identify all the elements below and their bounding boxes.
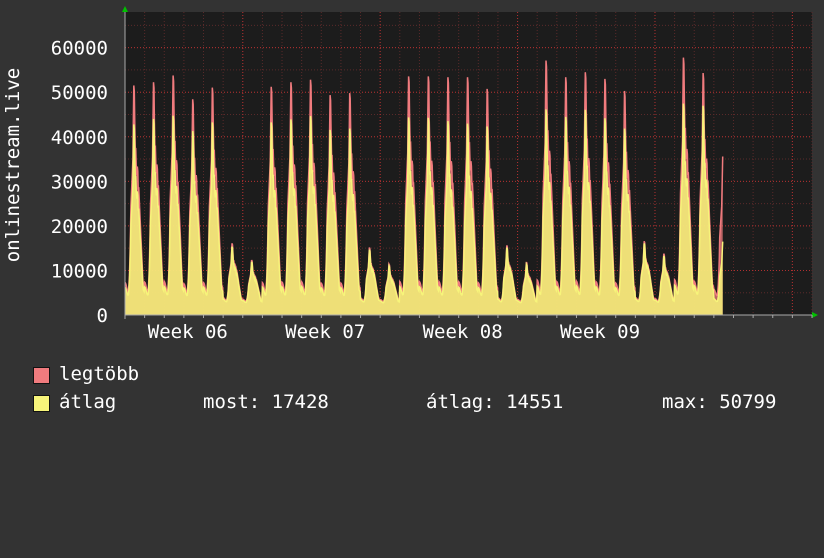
legend-avg-swatch: [33, 395, 50, 412]
stat-current: most: 17428: [203, 391, 329, 413]
stat-average: átlag: 14551: [426, 391, 564, 413]
series-atlag-line: [124, 103, 724, 304]
y-tick-label: 10000: [51, 260, 108, 282]
x-tick-label: Week 09: [560, 321, 640, 343]
x-tick-label: Week 08: [423, 321, 503, 343]
legend-max: legtöbb: [33, 362, 139, 386]
y-tick-label: 20000: [51, 216, 108, 238]
stat-max: max: 50799: [662, 391, 777, 413]
x-tick-label: Week 07: [285, 321, 365, 343]
y-tick-label: 40000: [51, 127, 108, 149]
legend-avg: átlag most: 17428 átlag: 14551 max: 5079…: [33, 390, 813, 414]
legend-avg-label: átlag: [59, 391, 117, 413]
y-tick-label: 50000: [51, 82, 108, 104]
y-axis-arrow: [122, 6, 128, 12]
x-tick-label: Week 06: [148, 321, 228, 343]
legend-max-label: legtöbb: [59, 363, 140, 385]
legend-max-swatch: [33, 367, 50, 384]
chart: 0 10000 20000 30000 40000 50000 60000 Week 06 We…: [2, 6, 818, 343]
y-axis-title: onlinestream.live: [2, 68, 24, 262]
y-tick-label: 30000: [51, 171, 108, 193]
y-tick-label: 60000: [51, 38, 108, 60]
x-axis-arrow: [812, 312, 818, 318]
y-tick-label: 0: [97, 305, 108, 327]
